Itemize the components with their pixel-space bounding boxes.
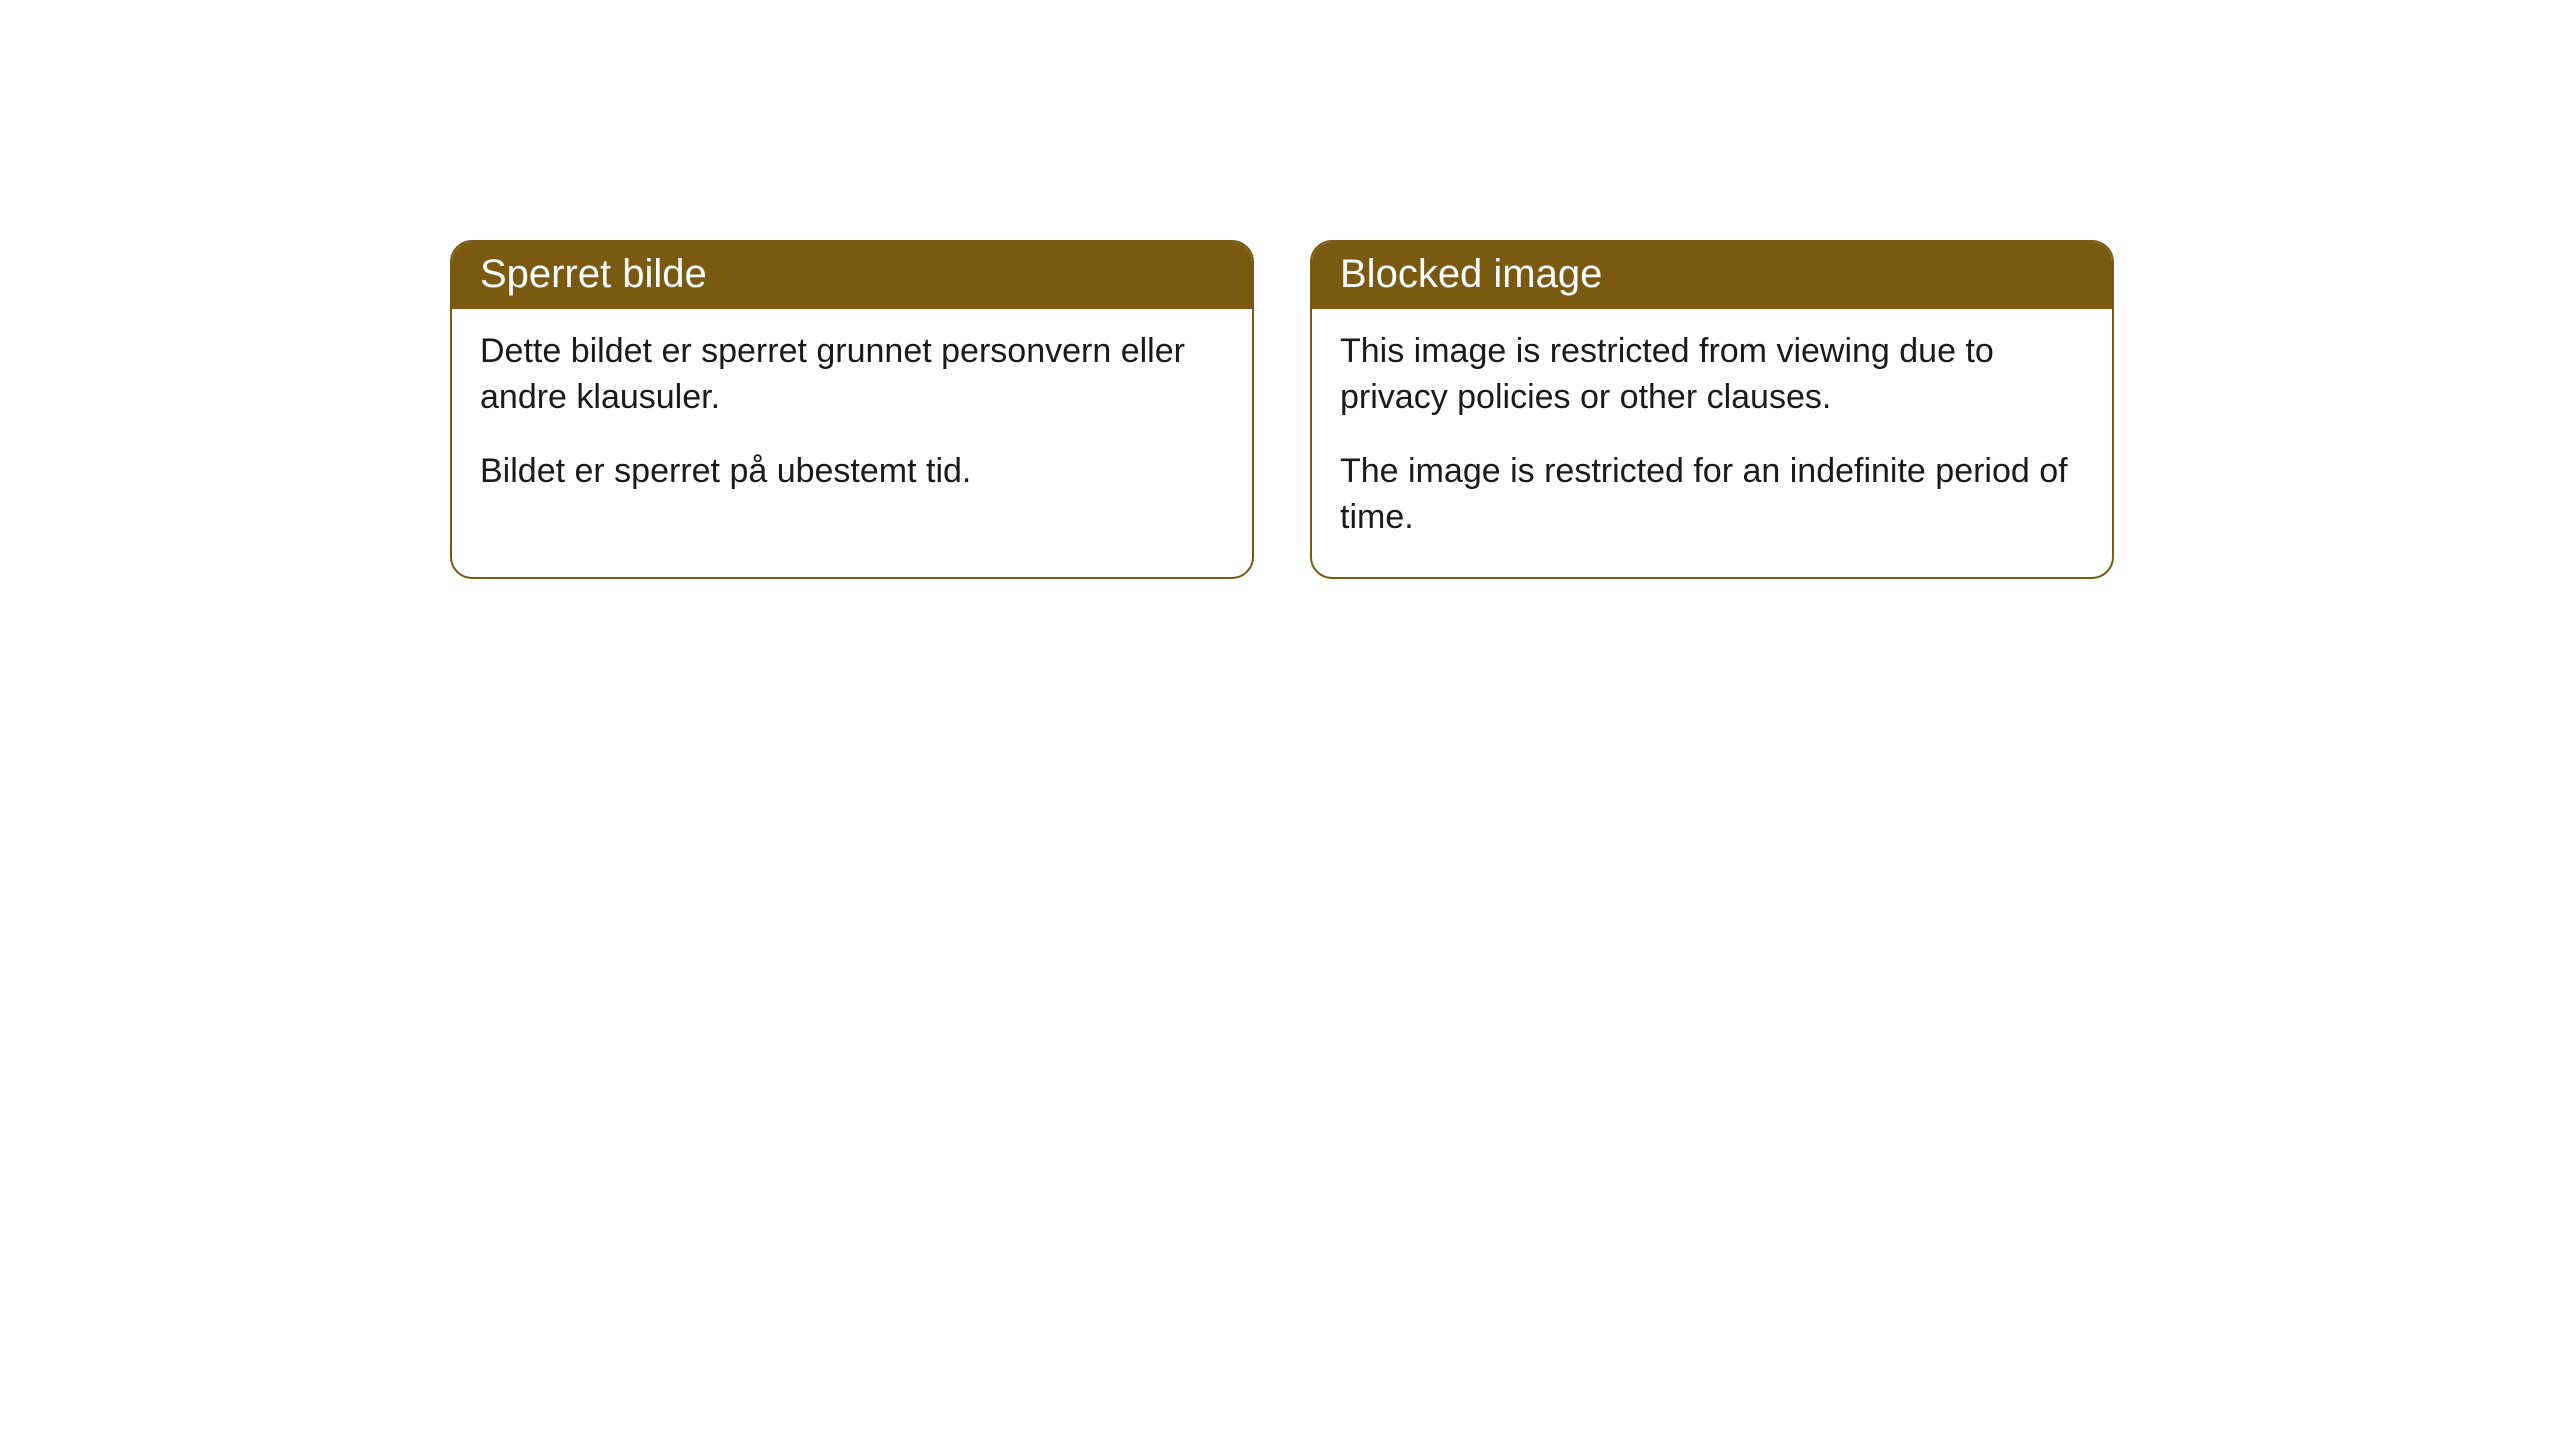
- card-p2-no: Bildet er sperret på ubestemt tid.: [480, 449, 1224, 495]
- card-body-en: This image is restricted from viewing du…: [1312, 309, 2112, 577]
- blocked-image-card-en: Blocked image This image is restricted f…: [1310, 240, 2114, 579]
- card-body-no: Dette bildet er sperret grunnet personve…: [452, 309, 1252, 531]
- card-header-no: Sperret bilde: [452, 242, 1252, 309]
- card-title-no: Sperret bilde: [480, 252, 707, 296]
- blocked-image-card-no: Sperret bilde Dette bildet er sperret gr…: [450, 240, 1254, 579]
- card-p2-en: The image is restricted for an indefinit…: [1340, 449, 2084, 541]
- card-p1-en: This image is restricted from viewing du…: [1340, 329, 2084, 421]
- card-header-en: Blocked image: [1312, 242, 2112, 309]
- card-p1-no: Dette bildet er sperret grunnet personve…: [480, 329, 1224, 421]
- notice-container: Sperret bilde Dette bildet er sperret gr…: [450, 240, 2114, 579]
- card-title-en: Blocked image: [1340, 252, 1602, 296]
